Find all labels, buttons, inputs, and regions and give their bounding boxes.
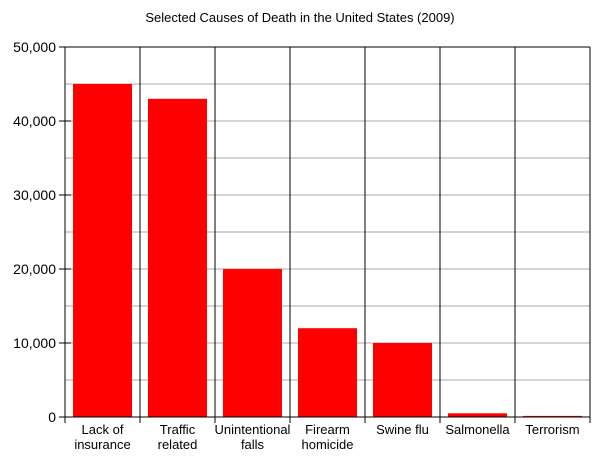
y-tick-label: 0	[48, 409, 56, 425]
bar	[73, 84, 132, 417]
bar	[223, 269, 282, 417]
y-tick-label: 30,000	[13, 187, 56, 203]
y-tick-label: 50,000	[13, 39, 56, 55]
chart-title: Selected Causes of Death in the United S…	[145, 10, 454, 25]
y-tick-label: 20,000	[13, 261, 56, 277]
x-tick-label: Traffic related	[158, 422, 198, 452]
bar	[373, 343, 432, 417]
x-tick-label: Terrorism	[525, 422, 579, 437]
x-tick-label: Salmonella	[445, 422, 510, 437]
x-tick-label: Lack of insurance	[74, 422, 130, 452]
y-tick-label: 10,000	[13, 335, 56, 351]
bar	[523, 415, 582, 417]
bar	[448, 413, 507, 417]
x-tick-label: Firearm homicide	[301, 422, 353, 452]
y-tick-label: 40,000	[13, 113, 56, 129]
bar	[298, 328, 357, 417]
x-tick-label: Swine flu	[376, 422, 429, 437]
bar	[148, 98, 207, 418]
x-tick-label: Unintentional falls	[215, 422, 291, 452]
